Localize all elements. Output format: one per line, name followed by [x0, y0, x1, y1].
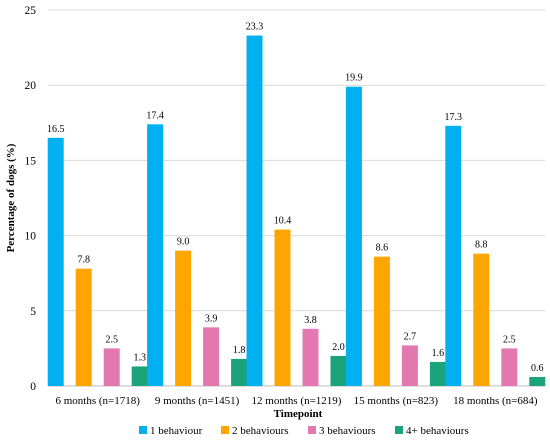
legend-swatch: [221, 426, 229, 434]
bar: [501, 348, 518, 386]
data-label: 7.8: [77, 255, 90, 266]
legend-swatch: [139, 426, 147, 434]
bar: [246, 35, 263, 387]
legend-swatch: [395, 426, 403, 434]
bar: [473, 253, 490, 386]
x-axis-categories: 6 months (n=1718) 9 months (n=1451) 12 mon…: [55, 395, 537, 407]
bar: [401, 345, 418, 386]
y-tick-label: 5: [30, 306, 36, 318]
data-label: 19.9: [345, 73, 363, 84]
bar: [445, 125, 462, 387]
data-label: 3.8: [304, 315, 317, 326]
bars: [47, 35, 546, 387]
bar: [231, 358, 248, 386]
legend-label: 4+ behaviours: [406, 425, 469, 437]
y-axis-ticks: 0 5 10 15 20 25: [25, 5, 37, 393]
data-label: 17.4: [146, 110, 164, 121]
data-label: 0.6: [531, 363, 544, 374]
bar: [302, 328, 319, 386]
y-tick-label: 0: [30, 381, 36, 393]
y-tick-label: 20: [25, 80, 37, 92]
data-label: 1.8: [233, 345, 246, 356]
y-tick-label: 25: [25, 5, 37, 17]
x-category-label: 6 months (n=1718): [55, 395, 140, 407]
data-labels: 16.5 7.8 2.5 1.3 17.4 9.0 3.9 1.8 23.3 10.4 3.8 2.0…: [47, 22, 544, 374]
x-axis-title: Timepoint: [274, 408, 323, 420]
legend-label: 3 behaviours: [319, 425, 376, 437]
data-label: 2.5: [105, 334, 118, 345]
x-category-label: 12 months (n=1219): [252, 395, 342, 407]
data-label: 17.3: [445, 112, 463, 123]
data-label: 1.3: [133, 352, 146, 363]
bar: [373, 256, 390, 386]
bar: [274, 229, 291, 386]
bar: [429, 361, 446, 386]
x-category-label: 9 months (n=1451): [155, 395, 240, 407]
data-label: 8.6: [376, 243, 389, 254]
data-label: 2.5: [503, 334, 516, 345]
bar: [529, 376, 546, 386]
data-label: 3.9: [205, 313, 218, 324]
bar: [203, 327, 220, 386]
data-label: 10.4: [274, 216, 292, 227]
legend-swatch: [308, 426, 316, 434]
y-tick-label: 10: [25, 231, 37, 243]
data-label: 23.3: [246, 22, 264, 33]
bar: [175, 250, 192, 386]
y-tick-label: 15: [25, 155, 37, 167]
gridlines: [48, 9, 545, 387]
bar: [147, 124, 164, 386]
data-label: 1.6: [432, 348, 445, 359]
x-category-label: 15 months (n=823): [354, 395, 439, 407]
y-axis-title: Percentage of dogs (%): [5, 143, 17, 252]
legend-label: 2 behaviours: [232, 425, 289, 437]
data-label: 2.0: [332, 342, 345, 353]
bar: [131, 366, 148, 386]
bar: [330, 355, 347, 386]
bar: [103, 348, 120, 386]
x-category-label: 18 months (n=684): [453, 395, 538, 407]
data-label: 8.8: [475, 240, 488, 251]
data-label: 9.0: [177, 237, 190, 248]
bar: [47, 137, 64, 386]
legend-label: 1 behaviour: [150, 425, 203, 437]
bar: [345, 86, 362, 386]
data-label: 16.5: [47, 124, 65, 135]
legend: 1 behaviour 2 behaviours 3 behaviours 4+ be…: [139, 425, 469, 437]
data-label: 2.7: [404, 331, 417, 342]
bar: [75, 268, 92, 386]
